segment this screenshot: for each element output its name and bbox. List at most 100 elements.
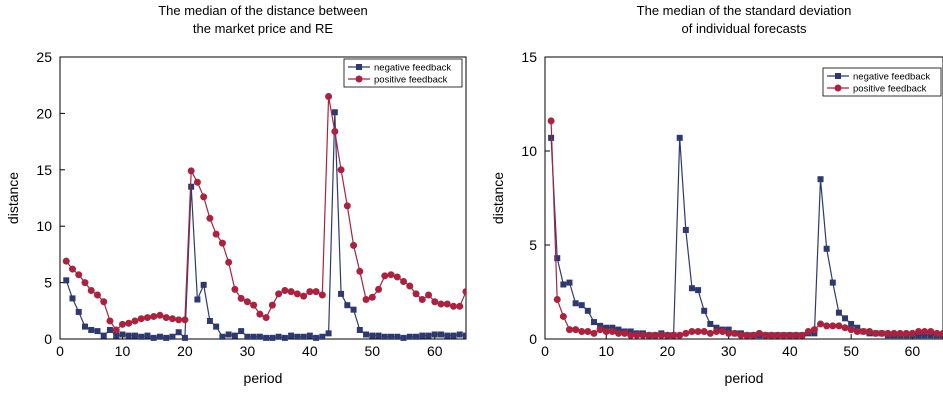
- data-point: [376, 333, 382, 339]
- y-axis-label: distance: [490, 172, 506, 224]
- data-point: [463, 333, 469, 339]
- data-point: [294, 290, 301, 297]
- data-point: [774, 332, 781, 339]
- data-point: [670, 332, 677, 339]
- x-tick-label: 0: [56, 343, 64, 359]
- data-point: [313, 288, 320, 295]
- data-point: [444, 301, 451, 308]
- data-point: [219, 334, 225, 340]
- data-point: [151, 335, 157, 341]
- data-point: [256, 311, 263, 318]
- data-point: [356, 268, 363, 275]
- data-point: [388, 271, 395, 278]
- data-point: [69, 295, 75, 301]
- x-tick-label: 30: [240, 343, 256, 359]
- data-point: [805, 328, 812, 335]
- data-point: [326, 330, 332, 336]
- data-point: [363, 296, 370, 303]
- data-point: [438, 301, 445, 308]
- data-point: [646, 332, 653, 339]
- data-point: [585, 308, 591, 314]
- data-point: [331, 128, 338, 135]
- data-point: [169, 334, 175, 340]
- data-point: [903, 330, 910, 337]
- data-point: [125, 320, 132, 327]
- data-point: [731, 330, 738, 337]
- data-point: [836, 310, 842, 316]
- data-point: [344, 302, 350, 308]
- data-point: [737, 332, 744, 339]
- data-point: [793, 332, 800, 339]
- data-point: [63, 277, 69, 283]
- chart-title-line: The median of the distance between: [158, 3, 368, 18]
- data-point: [780, 332, 787, 339]
- data-point: [94, 292, 101, 299]
- plot-frame: [60, 57, 466, 339]
- data-point: [400, 278, 407, 285]
- data-point: [818, 176, 824, 182]
- data-point: [578, 328, 585, 335]
- data-point: [451, 333, 457, 339]
- data-point: [269, 335, 275, 341]
- data-point: [288, 333, 294, 339]
- data-point: [319, 292, 326, 299]
- data-point: [572, 326, 579, 333]
- data-point: [401, 335, 407, 341]
- data-point: [633, 332, 640, 339]
- data-point: [69, 266, 76, 273]
- data-point: [897, 330, 904, 337]
- data-point: [597, 326, 604, 333]
- data-point: [100, 298, 107, 305]
- data-point: [762, 332, 769, 339]
- data-point: [157, 334, 163, 340]
- y-tick-label: 15: [521, 49, 537, 65]
- data-point: [817, 320, 824, 327]
- data-point: [225, 259, 232, 266]
- data-point: [664, 332, 671, 339]
- data-point: [848, 326, 855, 333]
- data-point: [786, 332, 793, 339]
- data-point: [768, 332, 775, 339]
- data-point: [219, 240, 226, 247]
- data-point: [351, 307, 357, 313]
- data-point: [682, 330, 689, 337]
- data-point: [701, 328, 708, 335]
- data-point: [615, 330, 622, 337]
- x-tick-label: 60: [427, 343, 443, 359]
- data-point: [683, 227, 689, 233]
- data-point: [238, 328, 244, 334]
- data-point: [201, 282, 207, 288]
- data-point: [866, 328, 873, 335]
- chart-title-line: The median of the standard deviation: [637, 3, 852, 18]
- series-positive-feedback: [63, 93, 470, 333]
- data-point: [676, 332, 683, 339]
- data-point: [244, 334, 250, 340]
- series-line: [66, 112, 466, 338]
- legend-marker: [356, 76, 363, 83]
- y-tick-label: 10: [521, 143, 537, 159]
- x-tick-label: 10: [598, 343, 614, 359]
- data-point: [591, 319, 597, 325]
- data-point: [126, 333, 132, 339]
- data-point: [226, 331, 232, 337]
- y-tick-label: 5: [529, 237, 537, 253]
- data-point: [432, 331, 438, 337]
- data-point: [381, 272, 388, 279]
- data-point: [713, 328, 720, 335]
- data-point: [438, 331, 444, 337]
- data-point: [94, 328, 100, 334]
- series-negative-feedback: [63, 109, 469, 341]
- data-point: [590, 330, 597, 337]
- data-point: [854, 328, 861, 335]
- data-point: [182, 335, 188, 341]
- data-point: [313, 335, 319, 341]
- data-point: [82, 324, 88, 330]
- data-point: [263, 335, 269, 341]
- legend-label: positive feedback: [853, 84, 927, 95]
- y-tick-label: 10: [36, 218, 52, 234]
- y-tick-label: 0: [44, 331, 52, 347]
- data-point: [350, 242, 357, 249]
